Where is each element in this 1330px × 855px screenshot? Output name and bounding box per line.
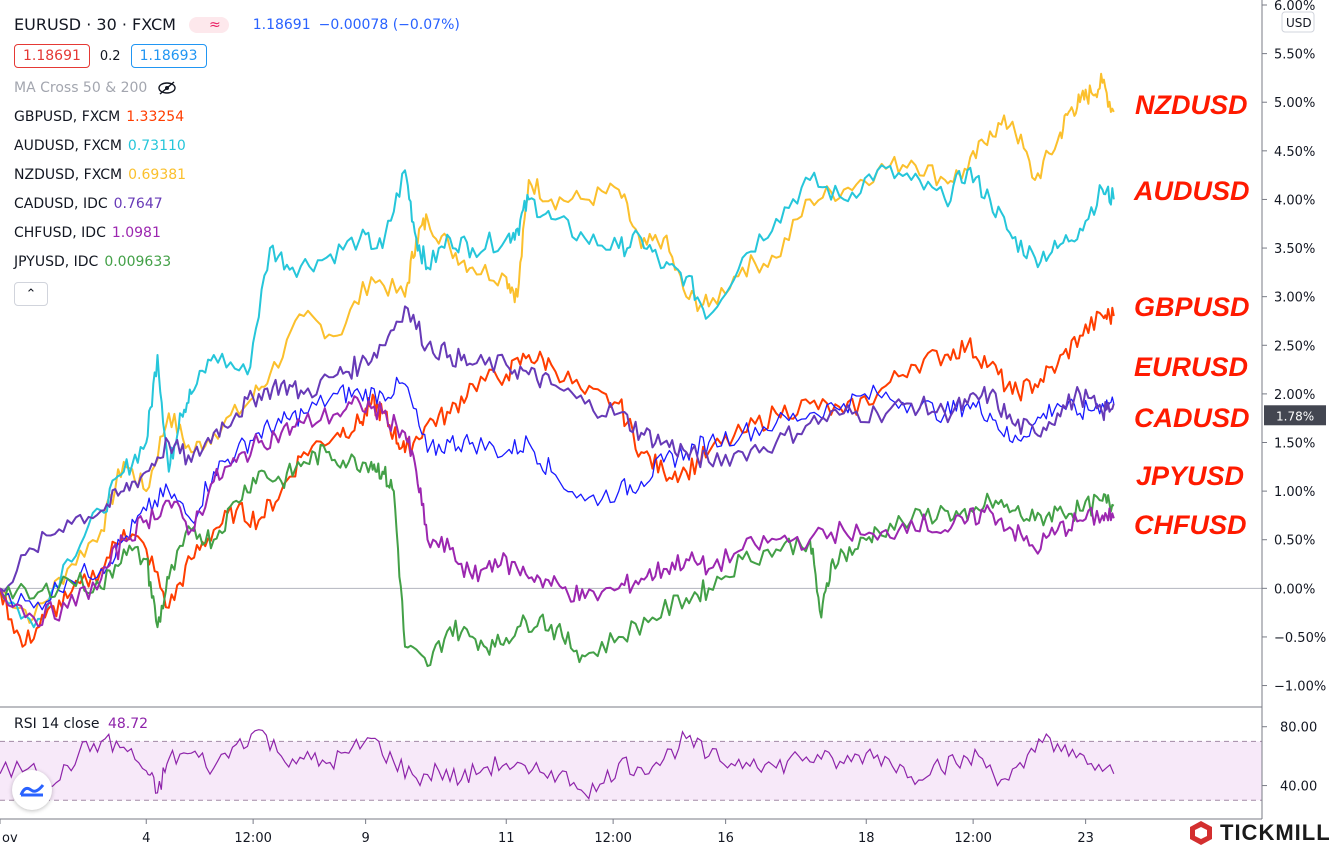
indicator-toggle-icon[interactable]: ≈ (188, 16, 229, 33)
y-tick-label: 0.50% (1274, 534, 1315, 549)
x-tick-label: 9 (361, 831, 369, 846)
y-tick-label: 2.00% (1274, 388, 1315, 403)
x-tick-label: 4 (142, 831, 150, 846)
x-tick-label: 11 (498, 831, 515, 846)
hidden-eye-icon[interactable] (157, 80, 177, 95)
price-change: −0.00078 (−0.07%) (318, 16, 460, 33)
y-tick-label: 4.00% (1274, 193, 1315, 208)
legend-row[interactable]: NZDUSD, FXCM 0.69381 (14, 160, 460, 189)
y-tick-label: 0.00% (1274, 582, 1315, 597)
legend-series-value: 1.0981 (111, 224, 161, 241)
x-tick-label: ov (2, 831, 18, 846)
series-line-cadusd[interactable] (0, 305, 1115, 593)
annotation-nzdusd: NZDUSD (1135, 90, 1248, 120)
legend-row[interactable]: CHFUSD, IDC 1.0981 (14, 218, 460, 247)
buy-button[interactable]: 1.18693 (130, 44, 207, 68)
legend-series-value: 1.33254 (126, 108, 185, 125)
legend-series-value: 0.009633 (104, 253, 172, 270)
series-line-eurusd[interactable] (0, 376, 1115, 611)
legend-panel: EURUSD · 30 · FXCM ≈ 1.18691 −0.00078 (−… (14, 10, 460, 306)
rsi-label[interactable]: RSI 14 close (14, 716, 100, 732)
y-tick-label: 3.50% (1274, 242, 1315, 257)
y-tick-label: 2.50% (1274, 339, 1315, 354)
symbol-row: EURUSD · 30 · FXCM ≈ 1.18691 −0.00078 (−… (14, 10, 460, 39)
symbol-title[interactable]: EURUSD · 30 · FXCM (14, 15, 176, 34)
x-tick-label: 16 (717, 831, 734, 846)
collapse-legend-button[interactable]: ⌃ (14, 282, 48, 306)
tickmill-text: TICKMILL (1220, 820, 1330, 845)
y-tick-label: −1.00% (1274, 680, 1326, 695)
scale-currency-box[interactable] (1281, 11, 1315, 33)
tickmill-watermark: TICKMILL (1188, 820, 1330, 846)
annotation-audusd: AUDUSD (1134, 176, 1250, 206)
legend-row[interactable]: AUDUSD, FXCM 0.73110 (14, 131, 460, 160)
y-tick-label: 1.50% (1274, 437, 1315, 452)
rsi-value: 48.72 (107, 716, 149, 732)
y-tick-label: 1.00% (1274, 485, 1315, 500)
rsi-tick-label: 80.00 (1280, 721, 1317, 736)
rsi-band (0, 741, 1262, 801)
ma-indicator-label[interactable]: MA Cross 50 & 200 (14, 79, 148, 96)
ma-row: MA Cross 50 & 200 (14, 73, 460, 102)
legend-row[interactable]: JPYUSD, IDC 0.009633 (14, 247, 460, 276)
series-line-gbpusd[interactable] (0, 306, 1115, 648)
tradingview-logo-icon[interactable] (12, 770, 52, 810)
bid-ask-row: 1.18691 0.2 1.18693 (14, 39, 460, 73)
rsi-line[interactable] (0, 729, 1115, 800)
price-axis-background[interactable] (1263, 0, 1330, 855)
y-tick-label: 5.50% (1274, 48, 1315, 63)
y-tick-label: 5.00% (1274, 96, 1315, 111)
annotation-jpyusd: JPYUSD (1136, 461, 1245, 491)
x-tick-label: 12:00 (234, 831, 271, 846)
annotation-gbpusd: GBPUSD (1134, 292, 1250, 322)
last-value-tag (1264, 405, 1326, 426)
last-value-label: 1.78% (1276, 409, 1314, 423)
x-tick-label: 18 (858, 831, 875, 846)
legend-series-value: 0.69381 (128, 166, 187, 183)
sell-button[interactable]: 1.18691 (14, 44, 90, 68)
legend-row[interactable]: CADUSD, IDC 0.7647 (14, 189, 460, 218)
legend-series-name: AUDUSD, FXCM (14, 137, 122, 154)
legend-series-name: NZDUSD, FXCM (14, 166, 123, 183)
spread-value: 0.2 (99, 48, 121, 64)
legend-series-name: CADUSD, IDC (14, 195, 108, 212)
legend-series-name: GBPUSD, FXCM (14, 108, 121, 125)
x-tick-label: 12:00 (954, 831, 991, 846)
annotation-chfusd: CHFUSD (1134, 510, 1247, 540)
rsi-tick-label: 40.00 (1280, 780, 1317, 795)
y-tick-label: 4.50% (1274, 145, 1315, 160)
y-tick-label: −0.50% (1274, 631, 1326, 646)
legend-series-value: 0.73110 (127, 137, 186, 154)
x-tick-label: 23 (1077, 831, 1094, 846)
x-tick-label: 12:00 (594, 831, 631, 846)
rsi-legend: RSI 14 close 48.72 (14, 716, 148, 732)
current-price: 1.18691 (252, 16, 311, 33)
legend-series-name: JPYUSD, IDC (14, 253, 99, 270)
legend-row[interactable]: GBPUSD, FXCM 1.33254 (14, 102, 460, 131)
y-tick-label: 3.00% (1274, 291, 1315, 306)
scale-currency-label: USD (1286, 16, 1312, 30)
series-line-chfusd[interactable] (0, 395, 1115, 628)
legend-series-name: CHFUSD, IDC (14, 224, 106, 241)
tickmill-logo-icon (1190, 821, 1212, 845)
annotation-cadusd: CADUSD (1134, 403, 1250, 433)
legend-series-value: 0.7647 (113, 195, 163, 212)
annotation-eurusd: EURUSD (1134, 352, 1249, 382)
y-tick-label: 6.00% (1274, 0, 1315, 14)
